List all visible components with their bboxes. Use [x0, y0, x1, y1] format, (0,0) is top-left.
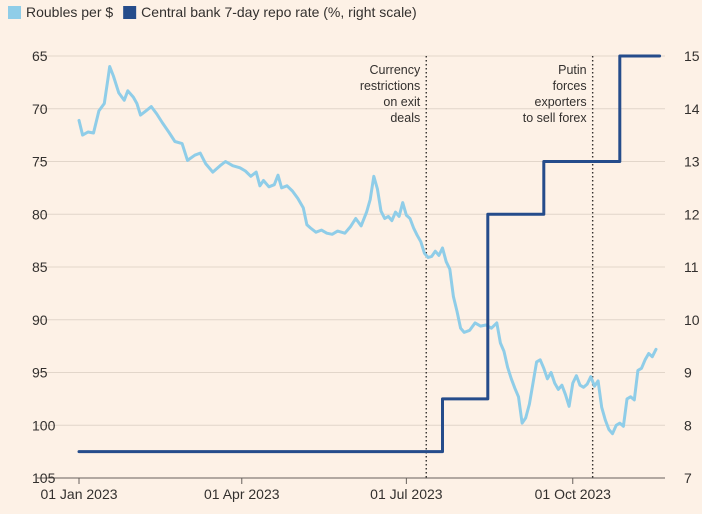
left-tick-label-2: 75 — [32, 154, 48, 170]
x-tick-label-2: 01 Jul 2023 — [370, 486, 443, 502]
legend: Roubles per $ Central bank 7-day repo rat… — [8, 4, 417, 20]
annotation-text-1-1: forces — [553, 79, 587, 93]
x-tick-label-1: 01 Apr 2023 — [204, 486, 280, 502]
x-tick-label-0: 01 Jan 2023 — [40, 486, 117, 502]
right-tick-label-1: 8 — [684, 417, 692, 433]
annotation-text-0-1: restrictions — [360, 79, 420, 93]
y-axis-left: 65 70 75 80 85 90 95 100 105 — [32, 48, 56, 486]
left-tick-label-7: 100 — [32, 417, 56, 433]
series-line-0 — [77, 65, 658, 436]
annotation-text-0-3: deals — [390, 111, 420, 125]
gridlines — [37, 55, 665, 479]
left-tick-label-8: 105 — [32, 470, 56, 486]
left-tick-label-0: 65 — [32, 48, 48, 64]
right-tick-label-6: 13 — [684, 154, 700, 170]
legend-label-0: Roubles per $ — [26, 4, 113, 20]
legend-swatch-0 — [8, 6, 21, 19]
x-axis: 01 Jan 2023 01 Apr 2023 01 Jul 2023 01 Oct … — [40, 478, 611, 502]
series-lines — [77, 54, 662, 454]
right-tick-label-8: 15 — [684, 48, 700, 64]
right-tick-label-3: 10 — [684, 312, 700, 328]
left-tick-label-4: 85 — [32, 259, 48, 275]
left-tick-label-1: 70 — [32, 101, 48, 117]
annotation-text-1-2: exporters — [535, 95, 587, 109]
annotations: Currency restrictions on exit deals Putin for… — [360, 56, 594, 478]
x-tick-label-3: 01 Oct 2023 — [535, 486, 611, 502]
right-tick-label-0: 7 — [684, 470, 692, 486]
legend-swatch-1 — [123, 6, 137, 19]
left-tick-label-6: 95 — [32, 365, 48, 381]
left-tick-label-3: 80 — [32, 206, 48, 222]
annotation-text-1-3: to sell forex — [523, 111, 588, 125]
annotation-text-0-0: Currency — [370, 63, 421, 77]
right-tick-label-2: 9 — [684, 365, 692, 381]
right-tick-label-4: 11 — [684, 259, 699, 275]
legend-label-1: Central bank 7-day repo rate (%, right s… — [141, 4, 416, 20]
right-tick-label-7: 14 — [684, 101, 700, 117]
left-tick-label-5: 90 — [32, 312, 48, 328]
right-tick-label-5: 12 — [684, 206, 700, 222]
annotation-text-1-0: Putin — [558, 63, 587, 77]
y-axis-right: 7 8 9 10 11 12 13 14 15 — [684, 48, 700, 486]
annotation-text-0-2: on exit — [383, 95, 420, 109]
series-line-1 — [77, 54, 662, 454]
